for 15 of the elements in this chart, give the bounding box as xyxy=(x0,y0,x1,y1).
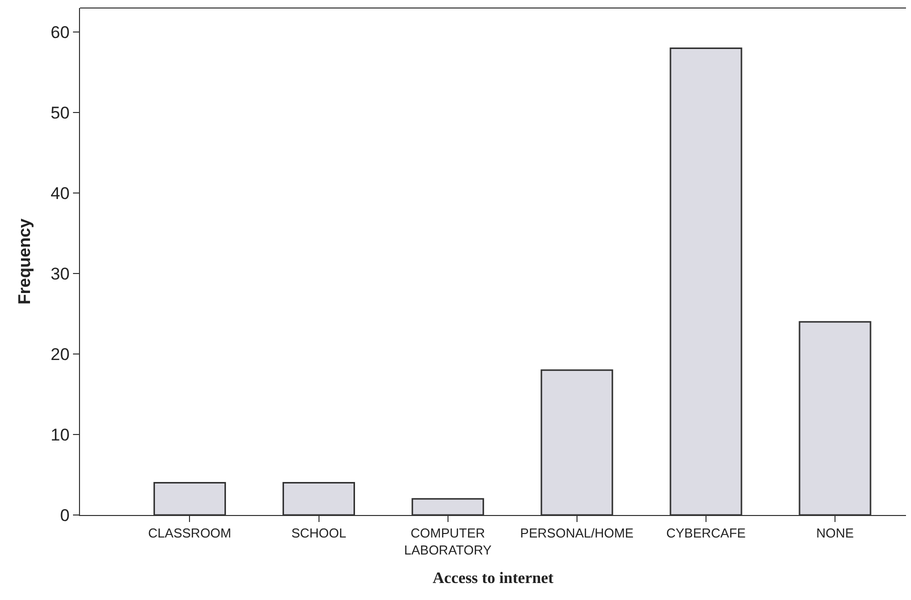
y-tick-label: 50 xyxy=(50,104,70,123)
x-tick-label: CYBERCAFE xyxy=(666,526,746,541)
y-tick-label: 30 xyxy=(50,264,70,284)
x-tick-label: CLASSROOM xyxy=(148,526,232,541)
y-tick-label: 10 xyxy=(50,425,70,444)
x-tick-label: SCHOOL xyxy=(291,526,346,541)
x-tick-label: NONE xyxy=(816,526,854,541)
x-tick-label: PERSONAL/HOME xyxy=(520,526,634,541)
y-tick-label: 0 xyxy=(60,506,70,525)
x-axis-title: Access to internet xyxy=(432,570,554,588)
y-axis-title: Frequency xyxy=(15,218,34,304)
y-tick-label: 20 xyxy=(50,345,70,364)
y-tick-label: 40 xyxy=(50,184,70,204)
y-tick-label: 60 xyxy=(50,23,70,42)
x-tick-label: COMPUTER LABORATORY xyxy=(404,526,492,558)
